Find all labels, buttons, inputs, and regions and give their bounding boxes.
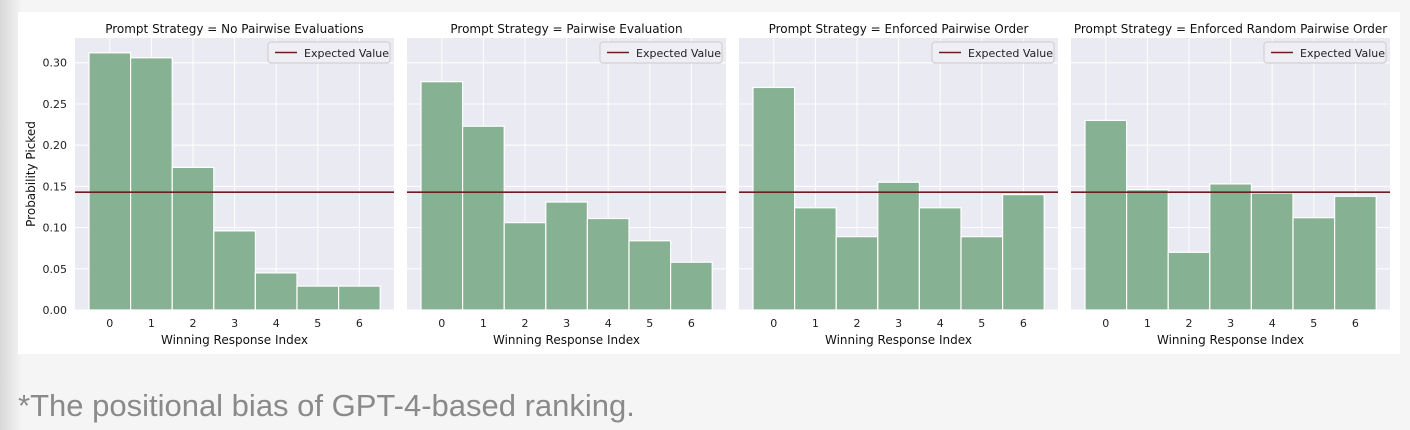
bar-index-4 bbox=[1250, 192, 1294, 311]
x-tick-label: 0 bbox=[438, 317, 445, 330]
bar-index-2 bbox=[835, 236, 879, 311]
bar-index-3 bbox=[877, 181, 920, 311]
x-tick-label: 2 bbox=[522, 317, 529, 330]
bar-index-5 bbox=[1292, 217, 1336, 311]
x-tick-label: 1 bbox=[480, 317, 487, 330]
bar-index-3 bbox=[545, 201, 588, 311]
x-tick-label: 5 bbox=[1310, 317, 1317, 330]
x-tick-label: 1 bbox=[812, 317, 819, 330]
bar-index-6 bbox=[338, 285, 381, 311]
x-axis-label: Winning Response Index bbox=[161, 333, 308, 347]
x-axis-label: Winning Response Index bbox=[493, 333, 640, 347]
bar-index-2 bbox=[503, 222, 547, 311]
x-tick-label: 2 bbox=[1186, 317, 1193, 330]
legend: Expected Value bbox=[1263, 41, 1387, 64]
x-tick-label: 4 bbox=[605, 317, 612, 330]
bar-index-1 bbox=[793, 207, 837, 311]
bar-index-3 bbox=[213, 230, 257, 311]
y-tick-label: 0.15 bbox=[43, 180, 68, 193]
legend-label: Expected Value bbox=[968, 47, 1053, 60]
x-tick-label: 6 bbox=[688, 317, 695, 330]
x-tick-label: 5 bbox=[978, 317, 985, 330]
legend-box bbox=[931, 41, 1055, 64]
x-tick-label: 0 bbox=[770, 317, 777, 330]
bar-index-5 bbox=[960, 236, 1004, 311]
bar-index-1 bbox=[462, 125, 505, 311]
bar-index-2 bbox=[1167, 251, 1211, 311]
bar-index-5 bbox=[628, 240, 672, 311]
bar-index-2 bbox=[171, 166, 215, 311]
x-tick-label: 6 bbox=[1020, 317, 1027, 330]
y-tick-label: 0.00 bbox=[43, 304, 68, 317]
y-tick-label: 0.30 bbox=[43, 57, 68, 70]
bar-index-0 bbox=[88, 52, 132, 311]
x-tick-label: 0 bbox=[106, 317, 113, 330]
legend-label: Expected Value bbox=[636, 47, 721, 60]
x-axis-label: Winning Response Index bbox=[825, 333, 972, 347]
figure-caption: *The positional bias of GPT-4-based rank… bbox=[18, 388, 635, 423]
legend: Expected Value bbox=[599, 41, 723, 64]
y-tick-label: 0.25 bbox=[43, 98, 68, 111]
figure: 0.00 0.05 0.10 0.15 0.20 0.25 0.30 0 1 2 3 4 5 6 Expec… bbox=[18, 12, 1400, 354]
bar-index-6 bbox=[1001, 194, 1045, 311]
x-tick-label: 1 bbox=[1144, 317, 1151, 330]
subplot-1: 0.00 0.05 0.10 0.15 0.20 0.25 0.30 0 1 2 3 4 5 6 Expec… bbox=[24, 22, 394, 347]
legend-label: Expected Value bbox=[1300, 47, 1385, 60]
y-tick-label: 0.20 bbox=[43, 139, 68, 152]
subplot-title: Prompt Strategy = Pairwise Evaluation bbox=[450, 22, 682, 36]
bar-index-0 bbox=[752, 86, 796, 311]
x-tick-label: 2 bbox=[854, 317, 861, 330]
y-tick-label: 0.10 bbox=[43, 222, 68, 235]
x-tick-label: 4 bbox=[937, 317, 944, 330]
bar-index-0 bbox=[1084, 119, 1128, 311]
subplot-4: 0 1 2 3 4 5 6 Expected Value Prompt Strategy = E… bbox=[1071, 22, 1390, 347]
legend-box bbox=[267, 41, 391, 64]
x-tick-label: 0 bbox=[1102, 317, 1109, 330]
legend-box bbox=[599, 41, 723, 64]
subplot-title: Prompt Strategy = Enforced Pairwise Orde… bbox=[769, 22, 1029, 36]
bar-index-3 bbox=[1209, 183, 1253, 311]
x-tick-label: 5 bbox=[314, 317, 321, 330]
legend-box bbox=[1263, 41, 1387, 64]
subplot-2: 0 1 2 3 4 5 6 Expected Value Prompt Strategy = P… bbox=[407, 22, 726, 347]
bar-index-4 bbox=[586, 217, 630, 311]
x-tick-label: 4 bbox=[1269, 317, 1276, 330]
bar-index-5 bbox=[296, 285, 340, 311]
legend: Expected Value bbox=[931, 41, 1055, 64]
x-tick-label: 5 bbox=[646, 317, 653, 330]
legend: Expected Value bbox=[267, 41, 391, 64]
subplot-title: Prompt Strategy = Enforced Random Pairwi… bbox=[1074, 22, 1387, 36]
x-tick-label: 3 bbox=[563, 317, 570, 330]
x-tick-label: 3 bbox=[895, 317, 902, 330]
bar-index-0 bbox=[420, 81, 464, 311]
bar-index-6 bbox=[1333, 195, 1377, 311]
bar-index-4 bbox=[254, 272, 298, 311]
legend-label: Expected Value bbox=[304, 47, 389, 60]
x-tick-label: 1 bbox=[148, 317, 155, 330]
bar-index-1 bbox=[1125, 189, 1169, 311]
bar-index-4 bbox=[918, 207, 962, 311]
x-tick-label: 3 bbox=[231, 317, 238, 330]
x-tick-label: 3 bbox=[1227, 317, 1234, 330]
bar-index-1 bbox=[129, 57, 173, 311]
x-tick-label: 6 bbox=[356, 317, 363, 330]
subplot-3: 0 1 2 3 4 5 6 Expected Value Prompt Strategy = E… bbox=[739, 22, 1058, 347]
y-axis-label: Probability Picked bbox=[24, 121, 38, 227]
y-tick-label: 0.05 bbox=[43, 263, 68, 276]
bar-index-6 bbox=[669, 261, 713, 311]
x-axis-label: Winning Response Index bbox=[1157, 333, 1304, 347]
subplot-title: Prompt Strategy = No Pairwise Evaluation… bbox=[105, 22, 364, 36]
chart-figure: 0.00 0.05 0.10 0.15 0.20 0.25 0.30 0 1 2 3 4 5 6 Expec… bbox=[24, 22, 1390, 347]
x-tick-label: 4 bbox=[273, 317, 280, 330]
left-shadow bbox=[0, 0, 22, 430]
x-tick-label: 6 bbox=[1352, 317, 1359, 330]
x-tick-label: 2 bbox=[190, 317, 197, 330]
